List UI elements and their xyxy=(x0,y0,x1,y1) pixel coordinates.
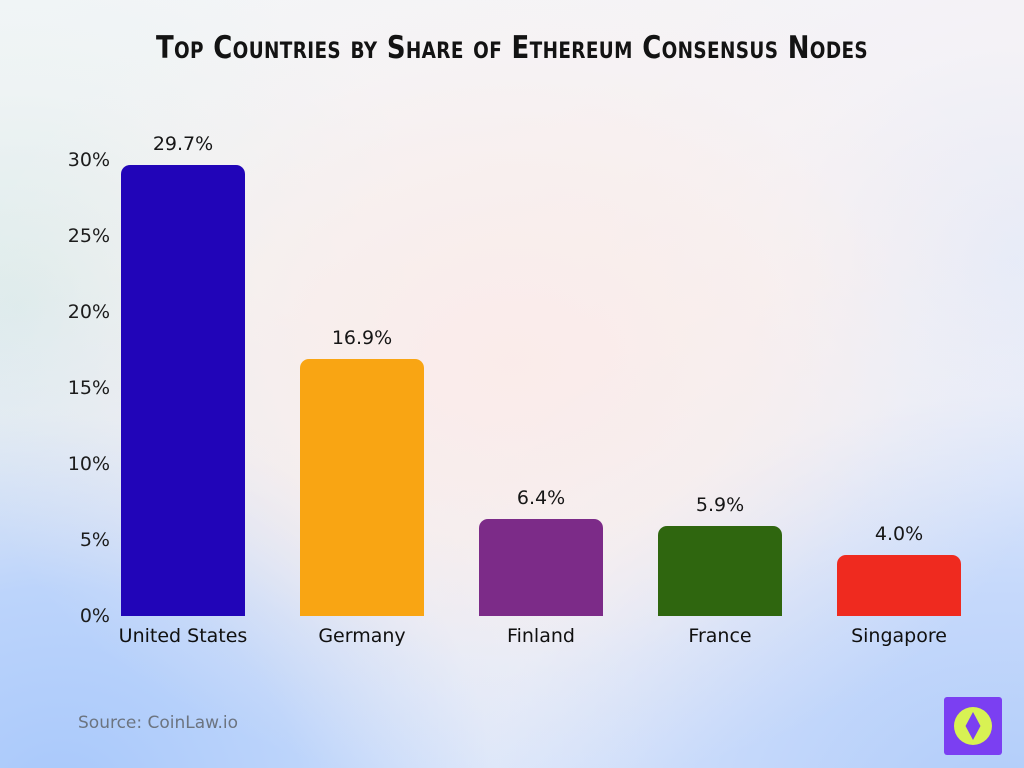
source-attribution: Source: CoinLaw.io xyxy=(78,713,239,733)
x-axis-category-label: France xyxy=(688,625,752,647)
x-axis-category-label: United States xyxy=(118,625,248,647)
bar-value-label: 29.7% xyxy=(152,132,214,155)
x-axis-category-label: Germany xyxy=(318,625,406,647)
bar-value-label: 4.0% xyxy=(874,523,924,546)
bar-value-label: 5.9% xyxy=(695,494,745,517)
y-axis-tick-label: 25% xyxy=(67,225,110,247)
bar-group: 29.7% United States xyxy=(118,0,248,768)
bar-germany[interactable] xyxy=(300,359,424,616)
bar-value-label: 6.4% xyxy=(516,486,566,509)
bar-united-states[interactable] xyxy=(121,164,245,616)
y-axis-tick-label: 10% xyxy=(67,453,110,475)
y-axis-tick-label: 15% xyxy=(67,377,110,399)
chart-title: Top Countries by Share of Ethereum Conse… xyxy=(155,30,869,66)
bar-singapore[interactable] xyxy=(837,555,961,616)
y-axis-tick-label: 0% xyxy=(79,605,110,627)
y-axis-tick-label: 30% xyxy=(67,149,110,171)
bar-value-label: 16.9% xyxy=(331,327,393,350)
bar-group: 6.4% Finland xyxy=(479,0,603,768)
bar-finland[interactable] xyxy=(479,518,603,616)
bar-france[interactable] xyxy=(658,526,782,616)
x-axis-category-label: Finland xyxy=(507,625,575,647)
x-axis-category-label: Singapore xyxy=(851,625,947,647)
compass-icon xyxy=(944,697,1002,755)
bar-group: 4.0% Singapore xyxy=(837,0,961,768)
y-axis: 0% 5% 10% 15% 20% 25% 30% xyxy=(48,0,110,768)
bar-group: 16.9% Germany xyxy=(300,0,424,768)
y-axis-tick-label: 5% xyxy=(79,529,110,551)
y-axis-tick-label: 20% xyxy=(67,301,110,323)
coinlaw-logo xyxy=(944,697,1002,755)
bar-group: 5.9% France xyxy=(658,0,782,768)
